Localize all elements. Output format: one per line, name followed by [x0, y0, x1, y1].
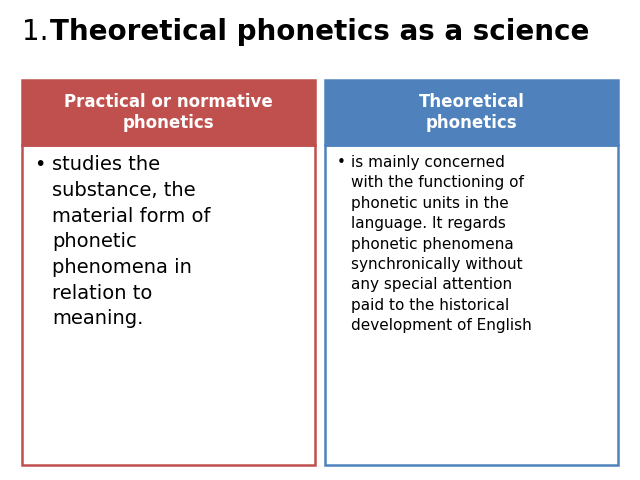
Text: 1.: 1.: [22, 18, 58, 46]
Text: •: •: [34, 155, 45, 174]
Text: •: •: [337, 155, 346, 170]
FancyBboxPatch shape: [22, 145, 315, 465]
Text: is mainly concerned
with the functioning of
phonetic units in the
language. It r: is mainly concerned with the functioning…: [351, 155, 532, 333]
Text: studies the
substance, the
material form of
phonetic
phenomena in
relation to
me: studies the substance, the material form…: [52, 155, 211, 328]
FancyBboxPatch shape: [325, 80, 618, 145]
Text: Theoretical phonetics as a science: Theoretical phonetics as a science: [50, 18, 589, 46]
FancyBboxPatch shape: [22, 80, 315, 145]
Text: Practical or normative
phonetics: Practical or normative phonetics: [64, 93, 273, 132]
FancyBboxPatch shape: [325, 145, 618, 465]
Text: Theoretical
phonetics: Theoretical phonetics: [419, 93, 524, 132]
